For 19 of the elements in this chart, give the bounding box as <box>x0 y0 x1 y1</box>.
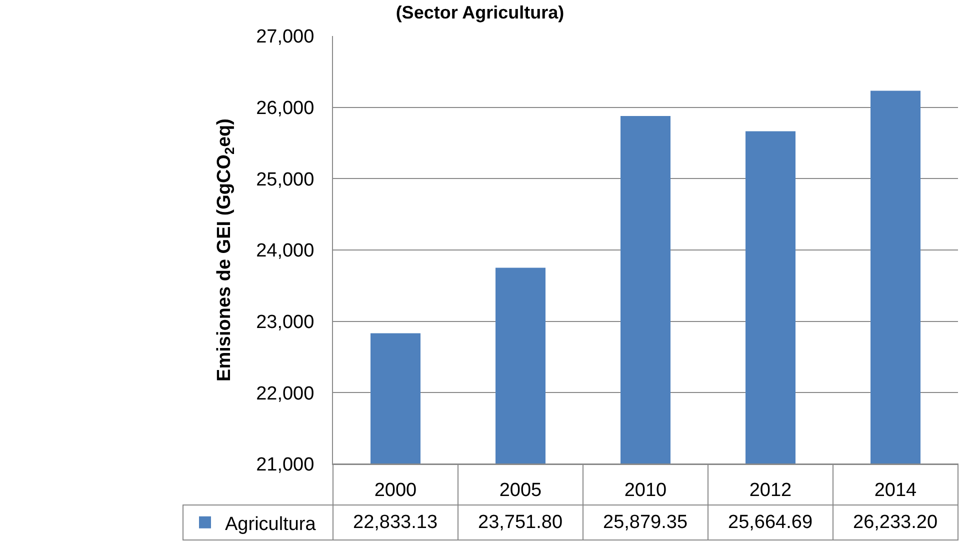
text: 26,233.20 <box>853 512 938 533</box>
text: 22,833.13 <box>353 512 438 533</box>
y-tick-label: 22,000 <box>256 383 314 404</box>
text: 25,879.35 <box>603 512 688 533</box>
y-tick-label: 23,000 <box>256 312 314 333</box>
chart-title: (Sector Agricultura) <box>396 2 564 22</box>
y-tick-label: 26,000 <box>256 98 314 119</box>
x-tick-label: 2012 <box>749 480 792 501</box>
x-tick-label: 2000 <box>374 480 417 501</box>
legend-label: Agricultura <box>225 514 316 535</box>
x-tick-label: 2010 <box>624 480 667 501</box>
y-tick-label: 21,000 <box>256 454 314 476</box>
y-tick-label: 27,000 <box>256 26 314 48</box>
x-tick-label: 2005 <box>499 480 542 501</box>
y-tick-label: 25,000 <box>256 169 314 190</box>
text: 23,751.80 <box>478 512 563 533</box>
x-tick-label: 2014 <box>874 480 918 501</box>
y-tick-label: 24,000 <box>256 240 314 262</box>
text: 25,664.69 <box>728 512 813 533</box>
